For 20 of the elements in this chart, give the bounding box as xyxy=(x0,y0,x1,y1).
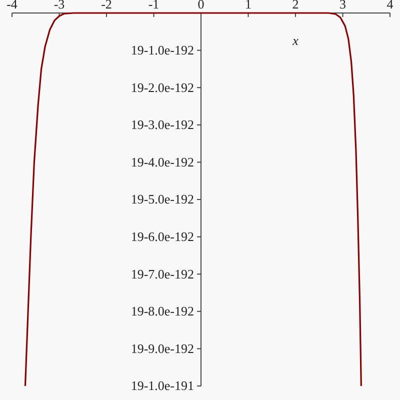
annotation: 19-5.0e-192 xyxy=(130,192,194,207)
annotation: 19-6.0e-192 xyxy=(130,228,194,244)
annotation: 19-9.0e-192 xyxy=(130,340,194,356)
x-tick-label: -4 xyxy=(6,0,18,12)
x-tick-label: 2 xyxy=(292,0,299,12)
x-tick-label: -3 xyxy=(54,0,65,12)
x-tick-label: 3 xyxy=(340,0,346,12)
annotation: 19-1.0e-192 xyxy=(130,42,194,58)
x-tick-label: 0 xyxy=(198,0,204,12)
annotation: 19-8.0e-192 xyxy=(130,304,194,319)
x-axis-title: x xyxy=(292,33,299,48)
annotation: 19-2.0e-192 xyxy=(130,80,194,95)
x-tick-label: 4 xyxy=(386,0,394,12)
x-tick-label: 1 xyxy=(245,0,252,12)
annotation: 19-3.0e-192 xyxy=(130,117,194,132)
annotation: 19-4.0e-192 xyxy=(130,154,194,170)
annotation: 19-7.0e-192 xyxy=(130,266,194,282)
x-tick-label: -2 xyxy=(101,0,112,12)
x-tick-label: -1 xyxy=(148,0,160,12)
annotation: 19-1.0e-191 xyxy=(130,378,194,394)
